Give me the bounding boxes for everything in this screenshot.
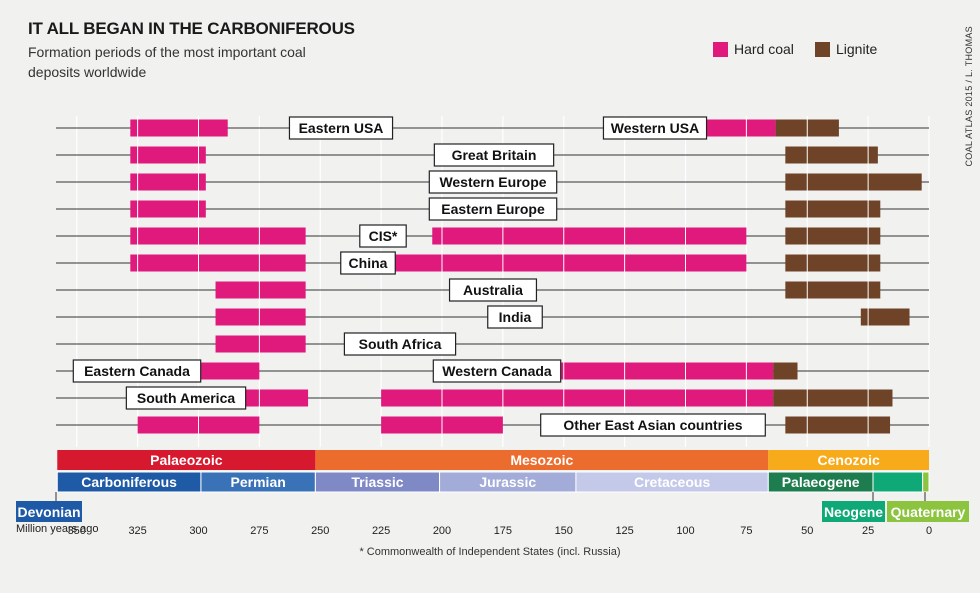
era-cenozoic <box>768 450 929 470</box>
legend-item-lignite: Lignite <box>815 41 877 57</box>
era-label-palaeozoic: Palaeozoic <box>150 452 223 468</box>
bar-eastern-europe-lignite <box>785 200 881 218</box>
x-tick-label-350: 350 <box>68 525 86 537</box>
chart-subtitle: Formation periods of the most important … <box>28 44 306 80</box>
row-label-box-south-america <box>125 386 247 410</box>
period-tag-label-quaternary: Quaternary <box>891 504 966 520</box>
period-label-triassic: Triassic <box>351 474 403 490</box>
row-label-box-other-east-asian-countries <box>540 413 766 437</box>
legend-item-hard-coal: Hard coal <box>713 41 794 57</box>
bar-western-canada-hard-coal <box>546 362 774 380</box>
bar-western-usa-hard-coal <box>702 119 776 137</box>
bar-western-europe-hard-coal <box>130 173 206 191</box>
row-label-box-india <box>487 305 543 329</box>
x-tick-label-325: 325 <box>128 525 146 537</box>
period-label-carboniferous: Carboniferous <box>81 474 177 490</box>
bar-western-canada-lignite <box>773 362 798 380</box>
row-label-box-western-canada <box>432 359 562 383</box>
bar-eastern-europe-hard-coal <box>130 200 206 218</box>
bar-china-lignite <box>785 254 881 272</box>
bar-australia-hard-coal <box>215 281 306 299</box>
row-label-india: India <box>499 309 532 325</box>
bar-great-britain-hard-coal <box>130 146 206 164</box>
x-tick-label-150: 150 <box>555 525 573 537</box>
period-label-cretaceous: Cretaceous <box>634 474 710 490</box>
period-tag-neogene <box>822 501 885 522</box>
period-label-permian: Permian <box>231 474 286 490</box>
x-tick-label-25: 25 <box>862 525 874 537</box>
period-tag-quaternary <box>887 501 969 522</box>
x-tick-label-50: 50 <box>801 525 813 537</box>
period-tag-label-neogene: Neogene <box>824 504 883 520</box>
row-label-box-australia <box>448 278 538 302</box>
row-label-box-eastern-usa <box>288 116 394 140</box>
bar-china-hard-coal <box>130 254 306 272</box>
bar-great-britain-lignite <box>785 146 878 164</box>
chart-title: IT ALL BEGAN IN THE CARBONIFEROUS <box>28 19 355 38</box>
bar-western-europe-lignite <box>785 173 922 191</box>
row-label-western-canada: Western Canada <box>442 363 552 379</box>
bar-india-lignite <box>860 308 910 326</box>
row-label-box-south-africa <box>343 332 457 356</box>
period-label-palaeogene: Palaeogene <box>782 474 860 490</box>
x-tick-label-225: 225 <box>372 525 390 537</box>
row-label-eastern-usa: Eastern USA <box>299 120 384 136</box>
era-mesozoic <box>315 450 769 470</box>
row-label-great-britain: Great Britain <box>452 147 537 163</box>
row-label-western-usa: Western USA <box>611 120 699 136</box>
bar-cis-hard-coal <box>432 227 747 245</box>
row-label-cis: CIS* <box>369 228 398 244</box>
bar-south-america-hard-coal <box>381 389 774 407</box>
x-tick-label-275: 275 <box>250 525 268 537</box>
row-label-australia: Australia <box>463 282 523 298</box>
row-label-eastern-canada: Eastern Canada <box>84 363 190 379</box>
period-quaternary <box>922 471 930 493</box>
legend-label-lignite: Lignite <box>836 41 878 57</box>
row-label-south-america: South America <box>137 390 235 406</box>
legend-swatch-lignite <box>815 41 830 57</box>
row-label-box-cis <box>359 224 407 248</box>
row-label-box-western-usa <box>602 116 708 140</box>
x-tick-label-75: 75 <box>740 525 752 537</box>
x-tick-label-100: 100 <box>676 525 694 537</box>
period-tag-label-devonian: Devonian <box>17 504 80 520</box>
era-label-mesozoic: Mesozoic <box>510 452 573 468</box>
row-label-china: China <box>349 255 388 271</box>
bar-south-africa-hard-coal <box>215 335 306 353</box>
x-tick-label-200: 200 <box>433 525 451 537</box>
row-label-box-western-europe <box>428 170 558 194</box>
legend-swatch-hard-coal <box>713 41 728 57</box>
bar-china-hard-coal <box>383 254 747 272</box>
bar-australia-lignite <box>785 281 881 299</box>
bar-eastern-usa-hard-coal <box>130 119 228 137</box>
x-tick-label-250: 250 <box>311 525 329 537</box>
legend-label-hard-coal: Hard coal <box>734 41 794 57</box>
x-tick-label-300: 300 <box>189 525 207 537</box>
row-label-eastern-europe: Eastern Europe <box>441 201 545 217</box>
period-label-jurassic: Jurassic <box>479 474 536 490</box>
era-label-cenozoic: Cenozoic <box>818 452 880 468</box>
row-label-box-eastern-canada <box>72 359 202 383</box>
row-label-box-eastern-europe <box>428 197 558 221</box>
bar-south-america-lignite <box>773 389 893 407</box>
x-axis-title: Million years ago <box>16 523 99 535</box>
row-label-other-east-asian-countries: Other East Asian countries <box>563 417 742 433</box>
row-label-western-europe: Western Europe <box>439 174 546 190</box>
footnote: * Commonwealth of Independent States (in… <box>359 546 621 558</box>
row-label-box-great-britain <box>433 143 555 167</box>
x-tick-label-0: 0 <box>926 525 932 537</box>
period-tag-devonian <box>16 501 82 522</box>
bar-cis-hard-coal <box>130 227 306 245</box>
bar-india-hard-coal <box>215 308 306 326</box>
row-label-box-china <box>340 251 396 275</box>
bar-other-east-asian-countries-lignite <box>785 416 891 434</box>
row-label-south-africa: South Africa <box>359 336 442 352</box>
era-palaeozoic <box>57 450 316 470</box>
bar-cis-lignite <box>785 227 881 245</box>
period-neogene <box>872 471 924 493</box>
x-tick-label-125: 125 <box>615 525 633 537</box>
x-tick-label-175: 175 <box>494 525 512 537</box>
